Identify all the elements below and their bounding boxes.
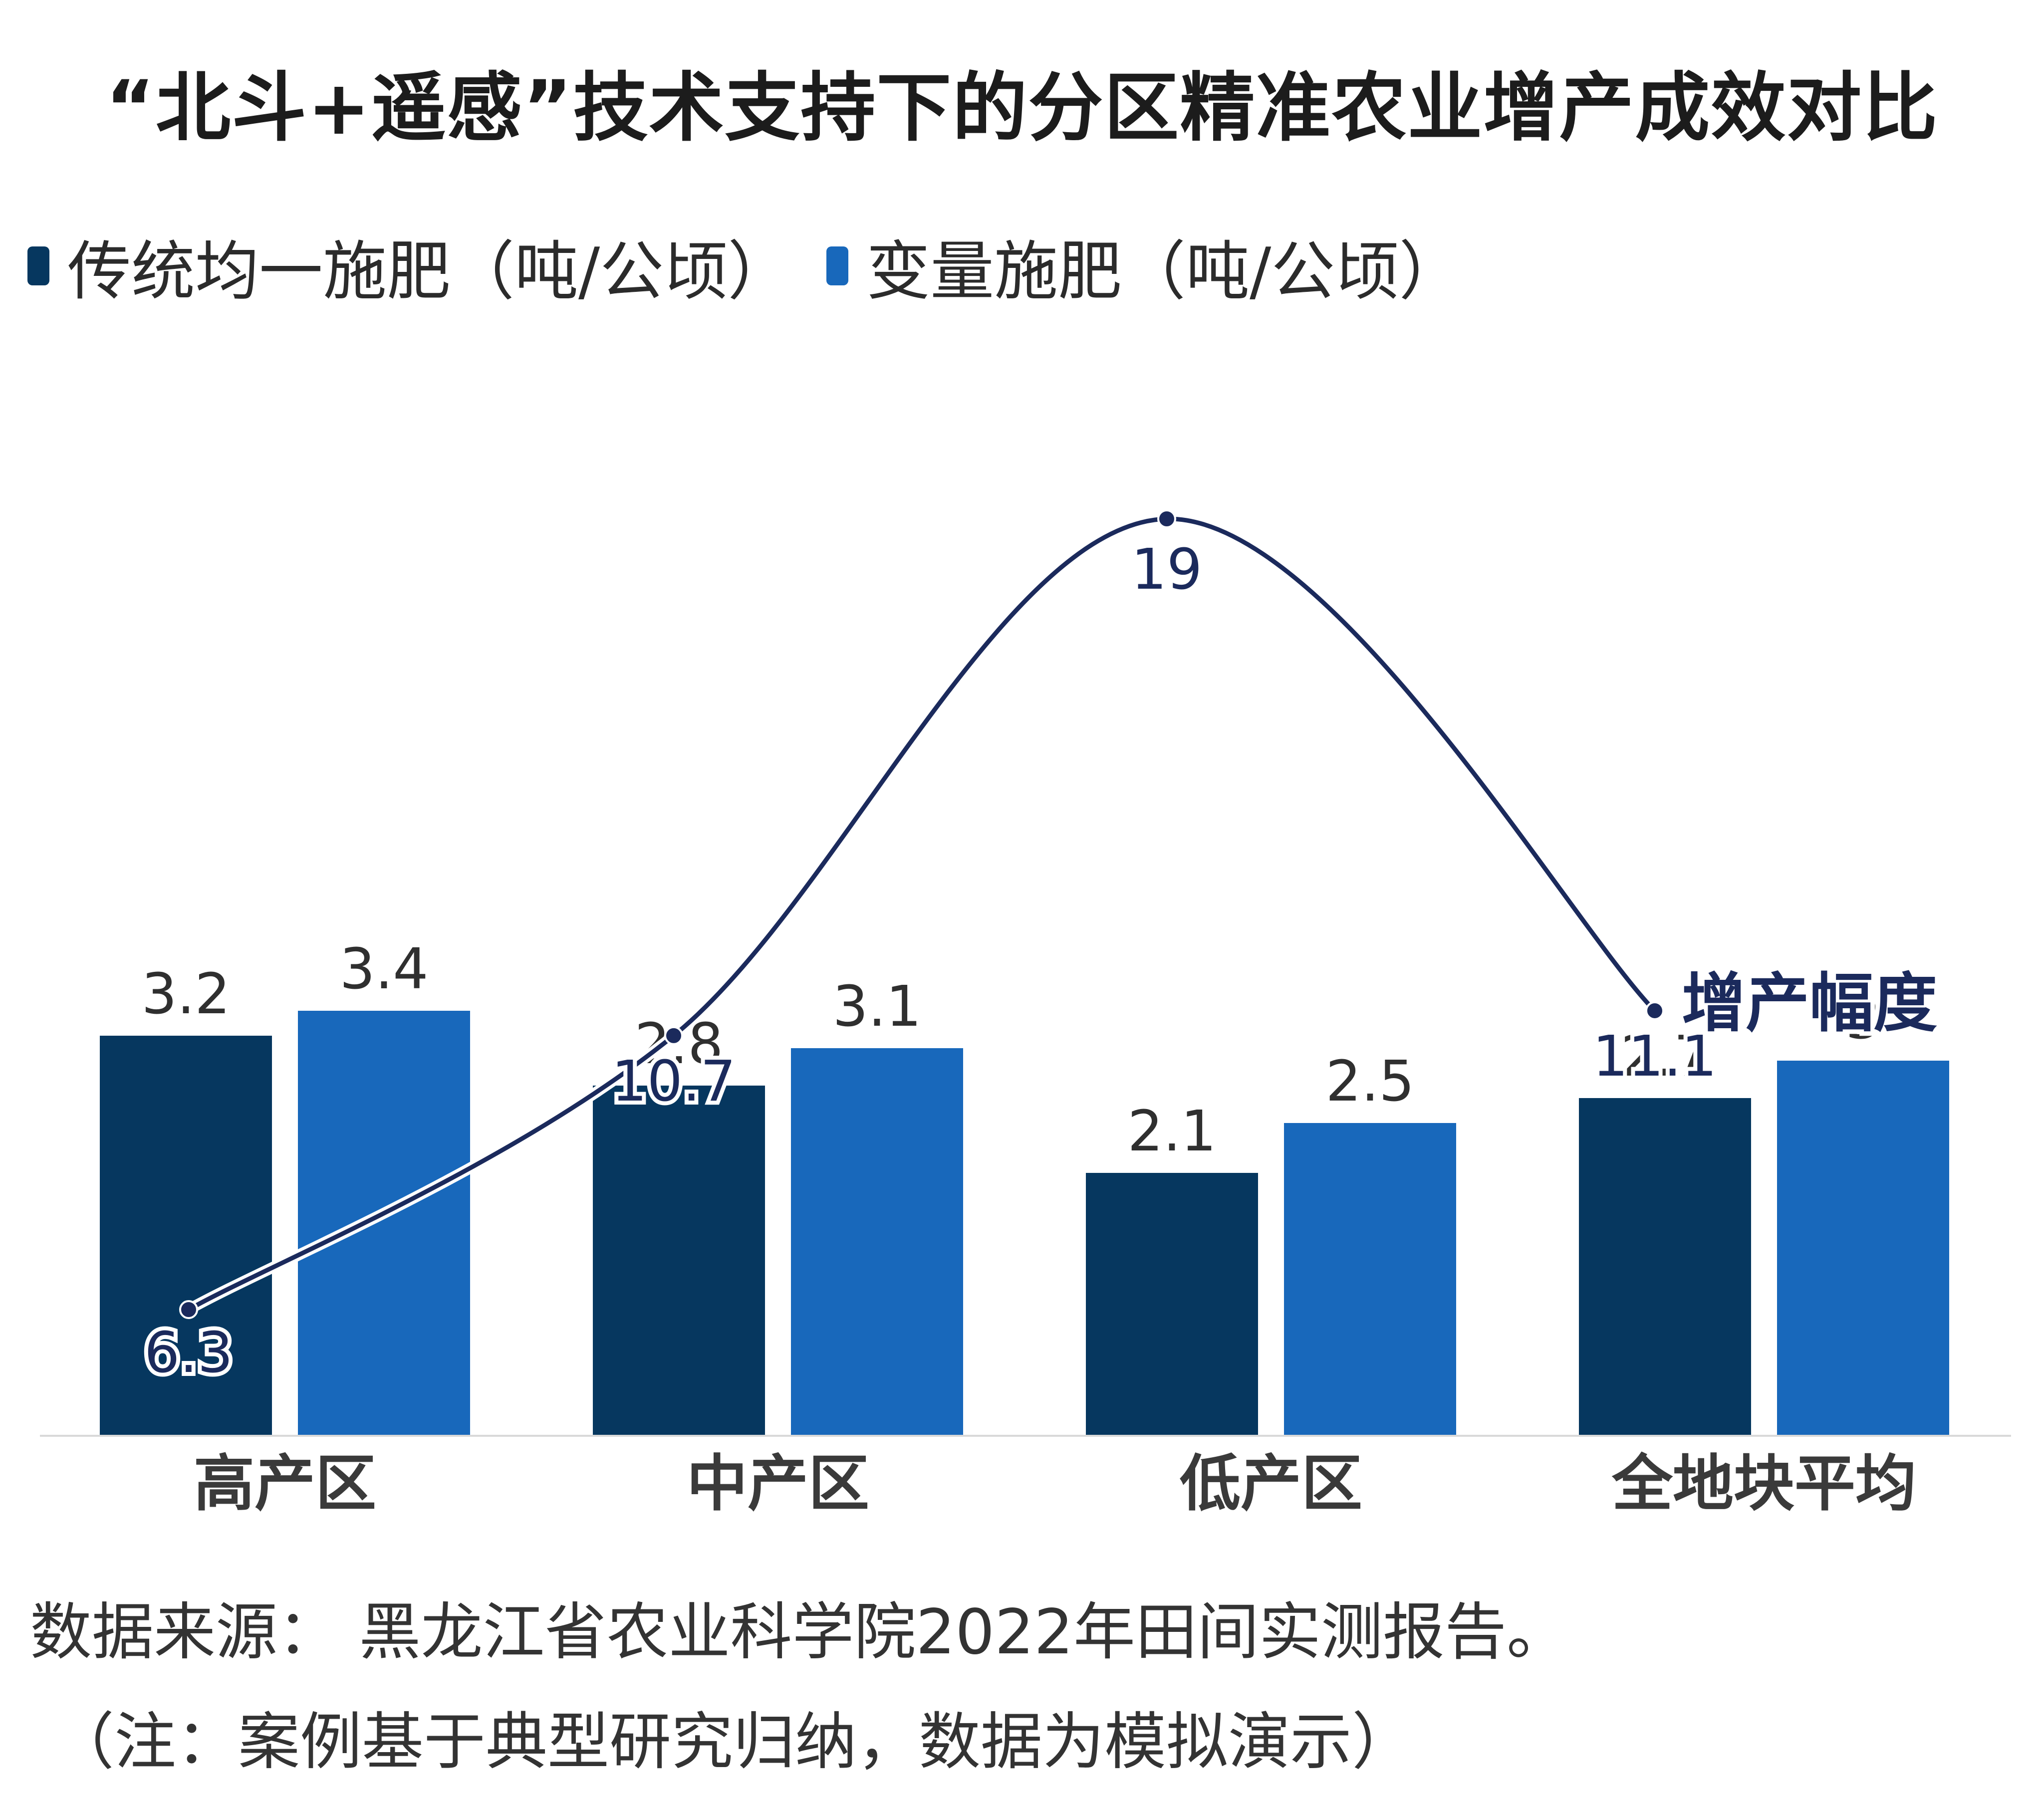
bar-traditional-2 <box>1086 1173 1258 1435</box>
legend-item-traditional: 传统均一施肥（吨/公顷） <box>27 220 791 312</box>
line-label-1: 10.7 <box>611 1049 736 1114</box>
data-label-variable-2: 2.5 <box>1325 1049 1414 1114</box>
data-label-traditional-3: 2.7 <box>1620 1024 1709 1089</box>
data-label-variable-0: 3.4 <box>339 937 428 1002</box>
data-label-traditional-2: 2.1 <box>1127 1099 1216 1164</box>
bar-variable-1 <box>791 1048 963 1435</box>
line-yield-increase <box>186 516 1657 1312</box>
data-label-variable-1: 3.1 <box>832 974 921 1039</box>
legend-label-variable: 变量施肥（吨/公顷） <box>866 234 1463 309</box>
data-label-variable-3: 3 <box>1845 987 1881 1052</box>
bar-traditional-0 <box>100 1036 272 1435</box>
legend-label-traditional: 传统均一施肥（吨/公顷） <box>67 234 792 309</box>
category-label-0: 高产区 <box>194 1448 376 1519</box>
bar-traditional-3 <box>1579 1098 1751 1435</box>
line-series-name: 增产幅度 <box>1682 966 1937 1041</box>
data-label-traditional-1: 2.8 <box>634 1012 723 1077</box>
category-label-1: 中产区 <box>687 1448 869 1519</box>
legend: 传统均一施肥（吨/公顷） 变量施肥（吨/公顷） <box>27 220 1498 312</box>
bar-variable-0 <box>298 1011 470 1435</box>
line-point-0 <box>179 1300 198 1319</box>
legend-item-variable: 变量施肥（吨/公顷） <box>826 220 1463 312</box>
disclaimer-note: （注：案例基于典型研究归纳，数据为模拟演示） <box>52 1706 1414 1778</box>
legend-swatch-variable <box>826 246 849 285</box>
data-source-note: 数据来源： 黑龙江省农业科学院2022年田间实测报告。 <box>30 1596 1568 1668</box>
category-label-3: 全地块平均 <box>1611 1448 1916 1519</box>
line-point-2 <box>1157 509 1176 528</box>
line-point-3 <box>1645 1001 1664 1020</box>
line-point-1 <box>664 1026 683 1045</box>
line-label-2: 19 <box>1131 537 1203 602</box>
bar-variable-3 <box>1777 1061 1949 1435</box>
data-label-traditional-0: 3.2 <box>141 962 230 1027</box>
bar-variable-2 <box>1284 1123 1456 1435</box>
bar-traditional-1 <box>593 1086 765 1435</box>
chart-title: “北斗+遥感”技术支持下的分区精准农业增产成效对比 <box>105 65 1939 152</box>
line-label-3: 11.1 <box>1592 1024 1717 1089</box>
legend-swatch-traditional <box>27 246 49 285</box>
line-label-0: 6.3 <box>144 1321 233 1385</box>
category-label-2: 低产区 <box>1180 1448 1362 1519</box>
